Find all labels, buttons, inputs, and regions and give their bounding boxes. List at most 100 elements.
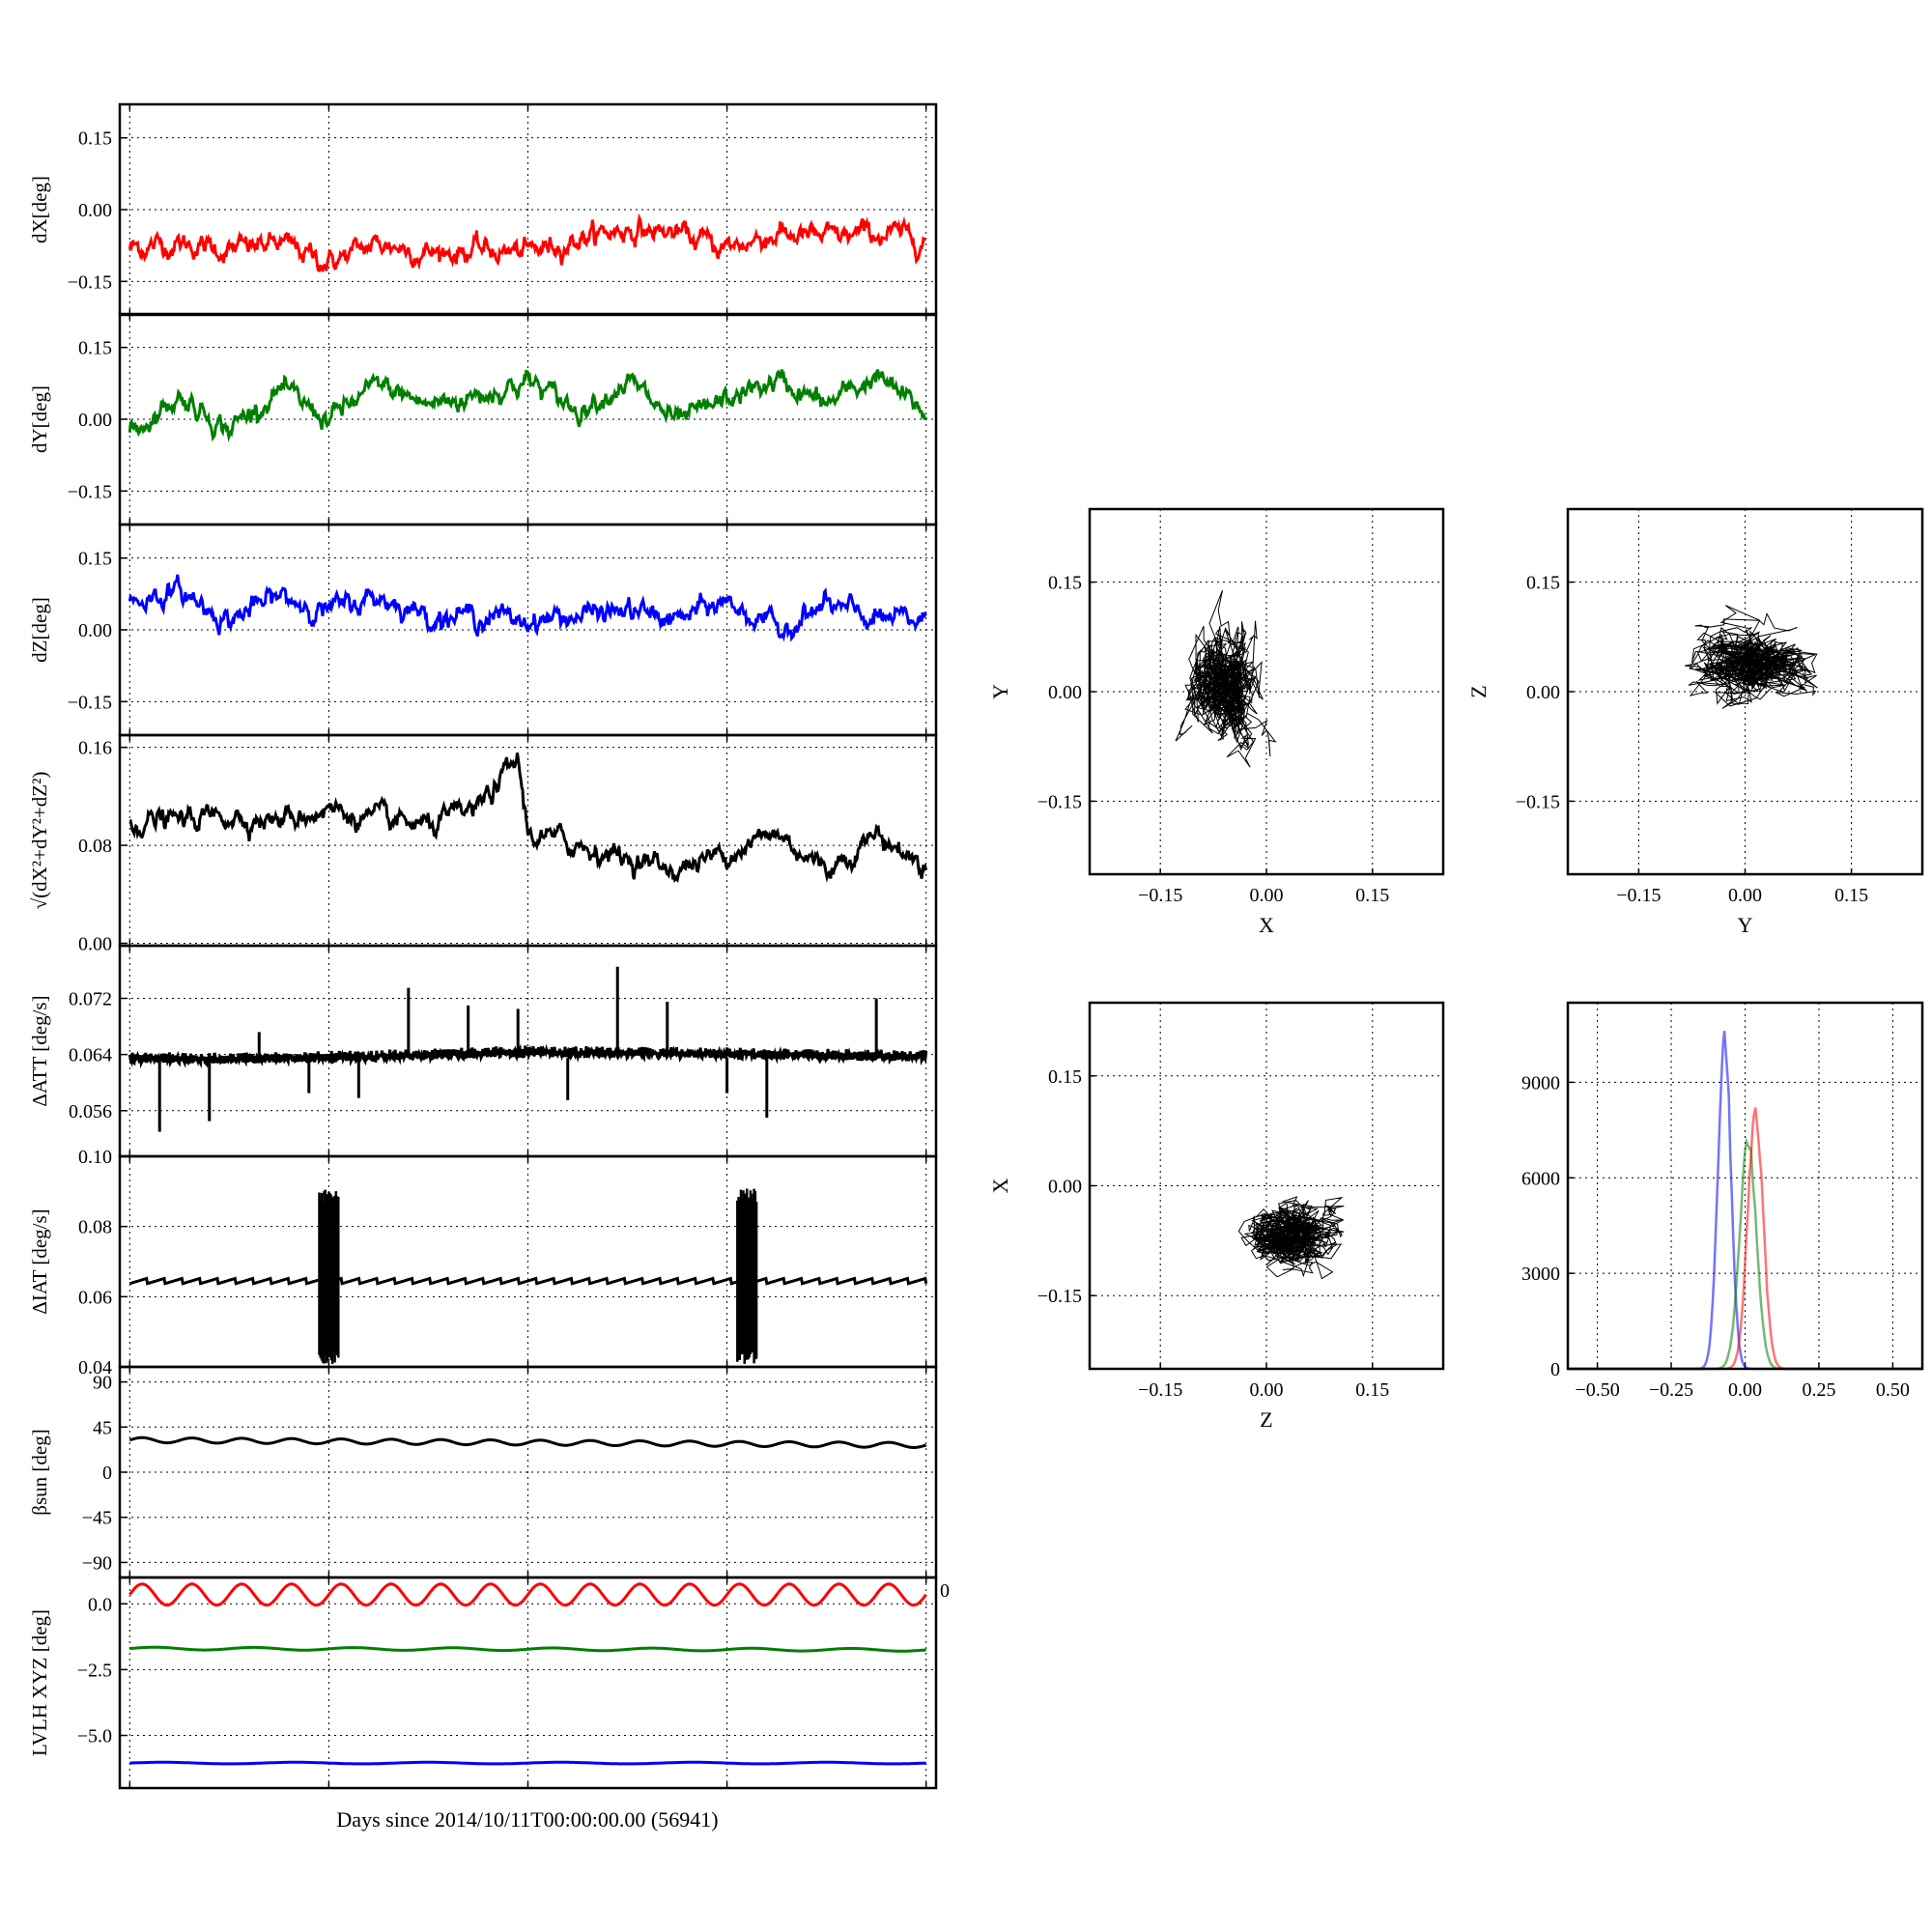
series-line-blue-2 — [129, 1760, 926, 1766]
panel-xy: −0.15 0.00 0.15 −0.15 0.00 0.15 X Y — [988, 507, 1445, 937]
x-tick-label: 0.25 — [1802, 1379, 1835, 1401]
series-line-black-0 — [128, 1276, 928, 1286]
panel-dx: −0.15 0.00 0.15 dX[deg] — [28, 102, 938, 317]
y-tick-label: 3000 — [1521, 1264, 1560, 1285]
y-tick-label: −90 — [82, 1552, 112, 1574]
x-axis-label: Z — [1260, 1407, 1272, 1432]
y-axis-label: X — [988, 1178, 1012, 1193]
y-tick-label: 0.15 — [78, 128, 112, 150]
shared-x-axis-label: Days since 2014/10/11T00:00:00.00 (56941… — [336, 1807, 718, 1832]
panel-hist: −0.50 −0.25 0.00 0.25 0.50 0 3000 6000 9000 — [1521, 1001, 1924, 1401]
y-tick-label: 0.15 — [1048, 1066, 1082, 1088]
panel-yz: −0.15 0.00 0.15 −0.15 0.00 0.15 Y Z — [1466, 507, 1924, 937]
y-tick-label: 0.00 — [78, 620, 112, 641]
y-tick-label: −0.15 — [1516, 791, 1560, 812]
x-tick-label: 0.15 — [1355, 1379, 1389, 1401]
x-tick-label: 0.00 — [1250, 885, 1284, 906]
panel-dr: 0.00 0.08 0.16 √(dX²+dY²+dZ²) — [28, 733, 938, 954]
panel-datt: 0.056 0.064 0.072 ΔATT [deg/s] — [28, 944, 938, 1158]
series-line-black-0 — [128, 1043, 928, 1069]
y-tick-label: −45 — [82, 1508, 112, 1529]
y-tick-label: 0.00 — [78, 933, 112, 954]
plot-area — [128, 213, 926, 273]
scatter-panels: −0.15 0.00 0.15 −0.15 0.00 0.15 X Y −0.15 0.00 0.1… — [988, 507, 1924, 1432]
y-tick-label: 0.06 — [78, 1287, 112, 1308]
y-tick-label: 0 — [1550, 1359, 1560, 1380]
panel-dz: −0.15 0.00 0.15 dZ[deg] — [28, 523, 938, 737]
x-tick-label: 0.00 — [1250, 1379, 1284, 1401]
series-line-black-0 — [128, 1435, 927, 1449]
series-line-black-0 — [128, 753, 928, 884]
plot-area — [128, 1435, 927, 1449]
plot-area — [128, 753, 928, 884]
y-tick-label: −2.5 — [77, 1660, 112, 1681]
y-tick-label: 0.064 — [69, 1045, 112, 1066]
panel-frame — [118, 1576, 938, 1790]
x-tick-label: 0.15 — [1355, 885, 1389, 906]
y-tick-label: 0.08 — [78, 1217, 112, 1238]
y-axis-label: √(dX²+dY²+dZ²) — [28, 772, 51, 910]
y-tick-label: −0.15 — [68, 271, 112, 293]
plot-area — [128, 966, 928, 1132]
y-tick-label: −0.15 — [68, 692, 112, 713]
x-tick-label: 0.00 — [1728, 1379, 1762, 1401]
y-axis-label: Z — [1466, 685, 1491, 697]
x-tick-label: −0.50 — [1575, 1379, 1619, 1401]
panel-diat: 0.04 0.06 0.08 0.10 ΔIAT [deg/s] — [28, 1147, 938, 1378]
trajectory-cloud — [1237, 1196, 1345, 1280]
trajectory-cloud — [1684, 605, 1818, 709]
time-series-panels: −0.150.000.15dX[deg]−0.150.000.15dY[deg]… — [28, 102, 950, 1790]
y-axis-label: dY[deg] — [28, 385, 51, 453]
panel-beta: −90 −45 0 45 90 βsun [deg] — [28, 1365, 938, 1579]
plot-area — [128, 1582, 927, 1766]
y-tick-label: 0.08 — [78, 836, 112, 857]
x-tick-label: 0.15 — [1834, 885, 1868, 906]
y-tick-label: 0.15 — [1048, 573, 1082, 594]
plot-area — [128, 574, 927, 642]
x-tick-label: 0.50 — [1876, 1379, 1910, 1401]
x-axis-label: X — [1259, 913, 1274, 937]
y-tick-label: 0.056 — [69, 1101, 112, 1122]
y-tick-label: −5.0 — [77, 1726, 112, 1747]
y-axis-label: LVLH XYZ [deg] — [28, 1609, 51, 1756]
y-axis-label: βsun [deg] — [28, 1429, 51, 1515]
panel-zx: −0.15 0.00 0.15 −0.15 0.00 0.15 Z X — [988, 1001, 1445, 1432]
y-tick-label: 0.00 — [1048, 682, 1082, 703]
y-tick-label: 0.16 — [78, 738, 112, 759]
panel-frame — [1566, 507, 1924, 876]
x-axis-label: Y — [1738, 913, 1753, 937]
y-tick-label: −0.15 — [68, 481, 112, 502]
y-tick-label: 0.00 — [1048, 1177, 1082, 1198]
y-tick-label: 0.00 — [78, 410, 112, 431]
panel-frame — [1566, 1001, 1924, 1371]
x-tick-label: −0.25 — [1649, 1379, 1693, 1401]
overflow-tick-label: 0 — [940, 1580, 950, 1602]
y-tick-label: 0.04 — [78, 1357, 112, 1378]
y-tick-label: 0.10 — [78, 1147, 112, 1168]
x-tick-label: −0.15 — [1616, 885, 1661, 906]
y-tick-label: 0.00 — [1526, 682, 1560, 703]
y-tick-label: 0.15 — [78, 549, 112, 570]
y-axis-label: Y — [988, 684, 1012, 699]
panel-frame — [1088, 507, 1445, 876]
plot-area — [128, 1188, 928, 1364]
y-tick-label: 0.0 — [88, 1594, 112, 1615]
series-line-red-0 — [128, 213, 926, 273]
panel-dy: −0.15 0.00 0.15 dY[deg] — [28, 312, 938, 526]
series-line-red-0 — [128, 1582, 927, 1607]
y-tick-label: 90 — [93, 1373, 112, 1394]
y-tick-label: 9000 — [1521, 1072, 1560, 1094]
series-line-blue-0 — [128, 574, 927, 642]
y-axis-label: ΔIAT [deg/s] — [28, 1208, 51, 1314]
y-tick-label: 0.15 — [78, 338, 112, 359]
series-line-green-1 — [129, 1645, 926, 1653]
y-tick-label: 0.00 — [78, 200, 112, 221]
panel-frame — [1088, 1001, 1445, 1371]
series-line-green-0 — [128, 369, 928, 442]
x-tick-label: −0.15 — [1138, 885, 1182, 906]
y-tick-label: 6000 — [1521, 1168, 1560, 1189]
y-axis-label: dZ[deg] — [28, 597, 51, 663]
x-tick-label: −0.15 — [1138, 1379, 1182, 1401]
y-axis-label: dX[deg] — [28, 176, 51, 243]
